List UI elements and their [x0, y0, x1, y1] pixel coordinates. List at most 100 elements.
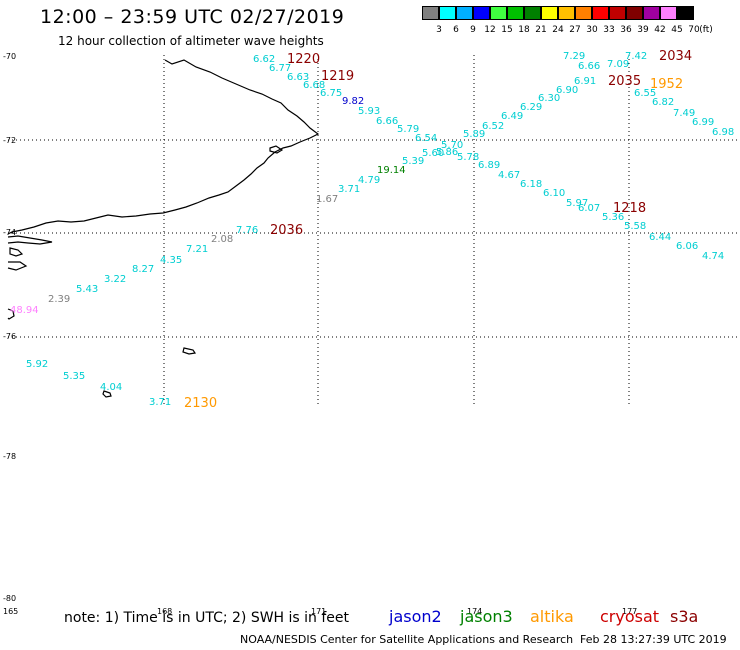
- wave-height-label: 7.76: [236, 225, 259, 236]
- wave-height-label: 9.82: [342, 96, 365, 107]
- lon-label: 177: [622, 607, 638, 616]
- wave-height-label: 5.86: [436, 147, 459, 158]
- wave-height-label: 5.58: [624, 221, 647, 232]
- scale-swatch: [592, 6, 609, 20]
- lat-label: -74: [3, 228, 17, 237]
- scale-tick-label: 9: [470, 25, 476, 35]
- coastline-inlet: [269, 145, 284, 154]
- wave-height-label: 6.89: [478, 160, 501, 171]
- wave-height-label: 7.21: [186, 244, 209, 255]
- wave-height-label: 5.89: [463, 129, 486, 140]
- wave-height-label: 6.29: [520, 102, 543, 113]
- wave-height-label: 6.63: [287, 72, 310, 83]
- lat-label: -70: [3, 52, 17, 61]
- wave-height-label: 6.77: [269, 63, 292, 74]
- credit-line: NOAA/NESDIS Center for Satellite Applica…: [240, 633, 574, 646]
- pass-time-label: 1952: [650, 77, 684, 92]
- satellite-legend-jason3: jason3: [460, 607, 513, 626]
- pass-time-label: 2034: [659, 49, 693, 64]
- wave-height-label: 5.39: [402, 156, 425, 167]
- island-2: [7, 261, 28, 271]
- lon-label: 165: [3, 607, 19, 616]
- scale-tick-label: 3: [436, 25, 442, 35]
- scale-tick-label: 12: [484, 25, 496, 35]
- wave-height-label: 6.49: [501, 111, 524, 122]
- wave-height-label: 6.10: [543, 188, 566, 199]
- wave-height-label: 5.43: [76, 284, 99, 295]
- wave-height-label: 6.07: [578, 203, 601, 214]
- island-1: [9, 247, 24, 257]
- satellite-legend-jason2: jason2: [389, 607, 442, 626]
- pass-time-label: 2035: [608, 74, 642, 89]
- wave-height-label: 5.36: [602, 212, 625, 223]
- wave-height-label: 6.82: [652, 97, 675, 108]
- coastline-cape: [7, 235, 53, 245]
- scale-tick-label: 42: [654, 25, 666, 35]
- pass-time-label: 1220: [287, 52, 321, 67]
- lat-label: -76: [3, 332, 17, 341]
- pass-time-label: 2036: [270, 223, 304, 238]
- scale-tick-label: 33: [603, 25, 615, 35]
- footer-note: note: 1) Time is in UTC; 2) SWH is in fe…: [64, 610, 350, 626]
- generated-timestamp: Feb 28 13:27:39 UTC 2019: [580, 633, 727, 646]
- wave-height-label: 4.67: [498, 170, 521, 181]
- wave-height-label: 5.79: [397, 124, 420, 135]
- pass-time-label: 1218: [613, 201, 647, 216]
- scale-swatch: [473, 6, 490, 20]
- scale-tick-label: 21: [535, 25, 547, 35]
- wave-height-label: 4.79: [358, 175, 381, 186]
- pass-time-label: 1219: [321, 69, 355, 84]
- wave-height-label: 5.60: [422, 148, 445, 159]
- wave-height-label: 6.55: [634, 88, 657, 99]
- scale-swatch: [490, 6, 507, 20]
- wave-height-label: 3.71: [338, 184, 361, 195]
- wave-height-label: 6.91: [574, 76, 597, 87]
- satellite-legend-s3a: s3a: [670, 607, 699, 626]
- wave-height-label: 6.18: [520, 179, 543, 190]
- lon-label: 174: [467, 607, 483, 616]
- scale-swatch: [422, 6, 439, 20]
- scale-tick-label: 39: [637, 25, 649, 35]
- wave-height-label: 7.49: [673, 108, 696, 119]
- lon-label: 168: [157, 607, 173, 616]
- scale-tick-label: 70: [688, 25, 700, 35]
- scale-swatch: [541, 6, 558, 20]
- wave-height-label: 6.90: [556, 85, 579, 96]
- scale-swatch: [439, 6, 456, 20]
- wave-height-label: 6.30: [538, 93, 561, 104]
- wave-height-label: 5.97: [566, 198, 589, 209]
- wave-height-label: 48.94: [10, 305, 39, 316]
- wave-height-label: 6.98: [712, 127, 735, 138]
- wave-height-label: 4.35: [160, 255, 183, 266]
- wave-height-label: 6.66: [376, 116, 399, 127]
- wave-height-label: 19.14: [377, 165, 406, 176]
- scale-tick-label: 45: [671, 25, 683, 35]
- scale-swatch: [643, 6, 660, 20]
- scale-tick-label: 15: [501, 25, 513, 35]
- wave-height-label: 5.92: [26, 359, 49, 370]
- satellite-legend-altika: altika: [530, 607, 574, 626]
- wave-height-label: 8.27: [132, 264, 155, 275]
- lat-label: -72: [3, 136, 17, 145]
- scale-swatch: [575, 6, 592, 20]
- scale-unit-label: (ft): [699, 25, 713, 35]
- wave-height-label: 1.67: [316, 194, 339, 205]
- wave-height-label: 2.39: [48, 294, 71, 305]
- wave-height-label: 6.75: [320, 88, 343, 99]
- wave-height-label: 3.71: [149, 397, 172, 408]
- map-subtitle: 12 hour collection of altimeter wave hei…: [58, 34, 324, 48]
- lat-label: -80: [3, 594, 17, 603]
- wave-height-label: 7.09: [607, 59, 630, 70]
- island-3: [7, 308, 15, 320]
- scale-tick-label: 30: [586, 25, 598, 35]
- wave-height-label: 6.66: [578, 61, 601, 72]
- satellite-legend-cryosat: cryosat: [600, 607, 660, 626]
- scale-tick-label: 24: [552, 25, 564, 35]
- lon-label: 171: [311, 607, 327, 616]
- scale-swatch: [558, 6, 575, 20]
- wave-height-label: 6.06: [676, 241, 699, 252]
- wave-height-label: 6.54: [415, 133, 438, 144]
- wave-height-label: 5.78: [457, 152, 480, 163]
